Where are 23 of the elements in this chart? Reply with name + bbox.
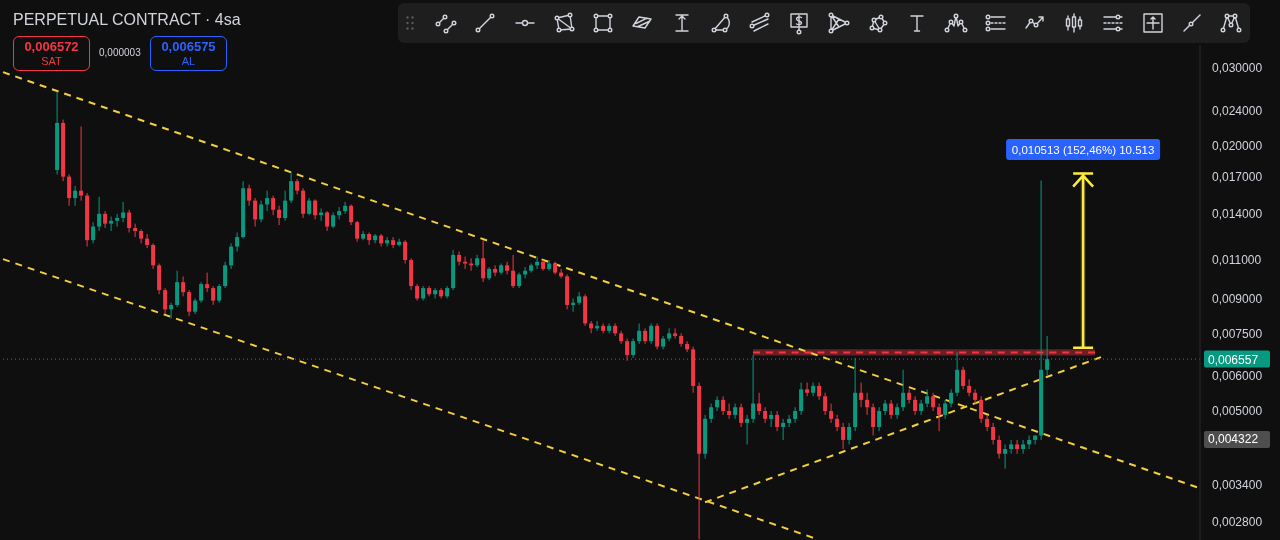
- data-label: 0,010513 (152,46%) 10.513: [1011, 143, 1155, 156]
- y-tick-label: 0,009000: [1212, 291, 1263, 306]
- y-tick-label: 0,006000: [1212, 369, 1263, 384]
- annotation: 0,000003: [99, 47, 141, 58]
- annotation: AL: [181, 54, 196, 67]
- text: 0,004322: [1204, 431, 1270, 448]
- y-tick-label: 0,030000: [1212, 61, 1263, 76]
- y-tick-label: 0,020000: [1212, 138, 1263, 153]
- y-tick-label: 0,007500: [1212, 326, 1263, 341]
- y-tick-label: 0,005000: [1212, 404, 1263, 419]
- y-tick-label: 0,017000: [1212, 169, 1263, 184]
- y-tick-label: 0,002800: [1212, 515, 1263, 530]
- annotation: 0,006572: [24, 39, 79, 55]
- chart-title: PERPETUAL CONTRACT · 4sa: [13, 11, 241, 29]
- sell-button: 0,006572 SAT: [13, 36, 90, 71]
- annotation: 0,006575: [161, 39, 216, 55]
- ref-line-label: 0,006557: [1208, 352, 1259, 367]
- y-tick-label: 0,003400: [1212, 478, 1263, 493]
- y-tick-label: 0,011000: [1212, 253, 1262, 268]
- annotation: SAT: [41, 54, 62, 67]
- buy-button: 0,006575 AL: [150, 36, 227, 71]
- y-tick-label: 0,014000: [1212, 207, 1263, 222]
- y-tick-label: 0,024000: [1212, 103, 1263, 118]
